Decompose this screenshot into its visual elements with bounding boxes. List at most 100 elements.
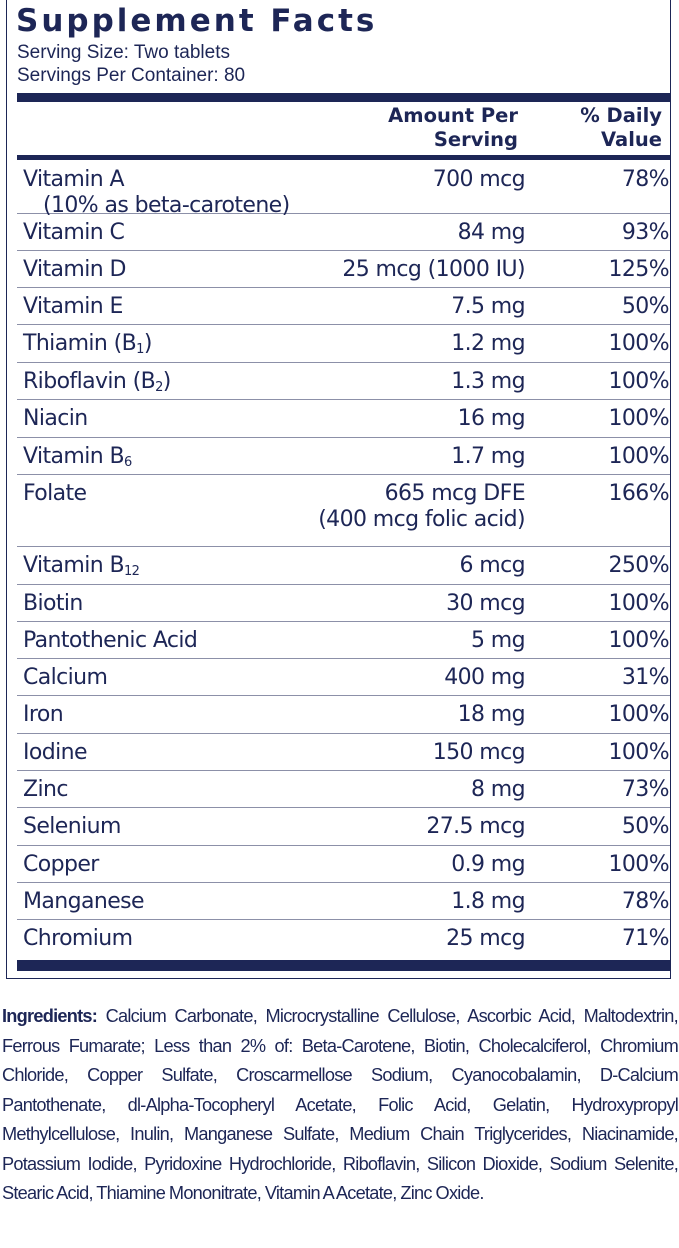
nutrient-daily-value: 31%: [621, 665, 670, 690]
nutrient-row: Iodine 150 mcg 100%: [17, 734, 670, 771]
nutrient-subscript: 1: [136, 342, 144, 357]
serving-size: Serving Size: Two tablets: [17, 42, 230, 63]
nutrient-daily-value: 100%: [608, 628, 670, 653]
nutrient-name: Vitamin D: [23, 257, 126, 282]
nutrient-row: Thiamin (B1) 1.2 mg 100%: [17, 325, 670, 363]
nutrient-row: Biotin 30 mcg 100%: [17, 585, 670, 622]
nutrient-amount: 1.7 mg: [451, 444, 525, 469]
medium-divider: [17, 155, 670, 160]
nutrient-row: Manganese 1.8 mg 78%: [17, 883, 670, 920]
nutrient-amount: 8 mg: [471, 777, 526, 802]
nutrient-amount: 25 mcg: [446, 926, 525, 951]
nutrient-name: Iodine: [23, 740, 88, 765]
nutrient-daily-value: 125%: [608, 257, 670, 282]
thick-divider-top: [17, 93, 670, 102]
nutrient-name: Manganese: [23, 889, 145, 914]
nutrient-row: Vitamin E 7.5 mg 50%: [17, 288, 670, 325]
nutrient-name: Vitamin B12: [23, 553, 140, 579]
supplement-facts-panel: Supplement Facts Serving Size: Two table…: [6, 0, 671, 979]
nutrient-daily-value: 250%: [608, 553, 670, 578]
ingredients-label: Ingredients:: [2, 1006, 98, 1026]
nutrient-table: Vitamin A (10% as beta-carotene) 700 mcg 78…: [17, 161, 670, 957]
nutrient-name: Vitamin E: [23, 294, 123, 319]
nutrient-row: Vitamin D 25 mcg (1000 IU) 125%: [17, 251, 670, 288]
nutrient-amount: 700 mcg: [432, 167, 526, 192]
daily-value-header: % Daily Value: [542, 104, 662, 152]
ingredients-statement: Ingredients: Calcium Carbonate, Microcry…: [2, 1002, 679, 1209]
nutrient-daily-value: 100%: [608, 740, 670, 765]
nutrient-name: Biotin: [23, 591, 83, 616]
nutrient-amount: 6 mcg: [459, 553, 526, 578]
nutrient-name: Thiamin (B1): [23, 331, 152, 357]
nutrient-row: Chromium 25 mcg 71%: [17, 920, 670, 957]
nutrient-name: Folate: [23, 481, 87, 506]
nutrient-row: Pantothenic Acid 5 mg 100%: [17, 622, 670, 659]
nutrient-name: Vitamin B6: [23, 444, 132, 470]
nutrient-subscript: 2: [155, 380, 163, 395]
dv-header-line1: % Daily: [580, 104, 662, 127]
nutrient-amount: 25 mcg (1000 IU): [342, 257, 525, 282]
nutrient-amount: 1.3 mg: [451, 369, 525, 394]
nutrient-row: Iron 18 mg 100%: [17, 696, 670, 734]
nutrient-subscript: 12: [123, 564, 140, 579]
nutrient-daily-value: 100%: [608, 444, 670, 469]
nutrient-amount-note: (400 mcg folic acid): [318, 507, 525, 532]
nutrient-row: Vitamin A (10% as beta-carotene) 700 mcg 78…: [17, 161, 670, 218]
nutrient-daily-value: 71%: [621, 926, 670, 951]
nutrient-name: Iron: [23, 702, 64, 727]
nutrient-name: Zinc: [23, 777, 68, 802]
nutrient-daily-value: 166%: [608, 481, 670, 506]
nutrient-subscript: 6: [123, 455, 132, 470]
nutrient-note: (10% as beta-carotene): [43, 193, 290, 218]
amount-header-line2: Serving: [433, 128, 518, 151]
dv-header-line2: Value: [601, 128, 662, 151]
nutrient-amount: 16 mg: [457, 406, 526, 431]
nutrient-name: Vitamin C: [23, 220, 125, 245]
nutrient-row: Selenium 27.5 mcg 50%: [17, 808, 670, 846]
nutrient-amount: 30 mcg: [446, 591, 525, 616]
nutrient-row: Folate 665 mcg DFE (400 mcg folic acid) 166…: [17, 475, 670, 547]
nutrient-amount: 5 mg: [471, 628, 526, 653]
nutrient-daily-value: 100%: [608, 591, 670, 616]
nutrient-amount: 0.9 mg: [451, 852, 525, 877]
nutrient-daily-value: 78%: [621, 167, 670, 192]
nutrient-daily-value: 100%: [608, 369, 670, 394]
nutrient-row: Copper 0.9 mg 100%: [17, 846, 670, 883]
nutrient-daily-value: 50%: [621, 294, 670, 319]
amount-per-serving-header: Amount Per Serving: [318, 104, 518, 152]
nutrient-row: Vitamin C 84 mg 93%: [17, 214, 670, 251]
panel-title: Supplement Facts: [16, 3, 378, 39]
nutrient-daily-value: 100%: [608, 852, 670, 877]
nutrient-daily-value: 93%: [621, 220, 670, 245]
nutrient-row: Zinc 8 mg 73%: [17, 771, 670, 808]
nutrient-name: Copper: [23, 852, 99, 877]
nutrient-name: Chromium: [23, 926, 133, 951]
nutrient-daily-value: 78%: [621, 889, 670, 914]
nutrient-daily-value: 100%: [608, 702, 670, 727]
servings-per-container: Servings Per Container: 80: [17, 65, 246, 86]
nutrient-row: Calcium 400 mg 31%: [17, 659, 670, 696]
nutrient-amount: 84 mg: [457, 220, 526, 245]
nutrient-daily-value: 73%: [621, 777, 670, 802]
nutrient-daily-value: 100%: [608, 406, 670, 431]
nutrient-name: Niacin: [23, 406, 88, 431]
nutrient-amount: 1.2 mg: [451, 331, 525, 356]
nutrient-daily-value: 100%: [608, 331, 670, 356]
thick-divider-bottom: [17, 960, 670, 971]
nutrient-name: Calcium: [23, 665, 108, 690]
ingredients-text: Calcium Carbonate, Microcrystalline Cell…: [2, 1006, 679, 1203]
amount-header-line1: Amount Per: [388, 104, 518, 127]
nutrient-amount: 150 mcg: [432, 740, 526, 765]
nutrient-daily-value: 50%: [621, 814, 670, 839]
nutrient-name: Vitamin A (10% as beta-carotene): [23, 167, 290, 218]
nutrient-name: Pantothenic Acid: [23, 628, 198, 653]
nutrient-name: Selenium: [23, 814, 121, 839]
nutrient-row: Vitamin B6 1.7 mg 100%: [17, 438, 670, 475]
nutrient-row: Riboflavin (B2) 1.3 mg 100%: [17, 363, 670, 400]
nutrient-name: Riboflavin (B2): [23, 369, 171, 395]
nutrient-amount: 665 mcg DFE (400 mcg folic acid): [318, 481, 525, 532]
nutrient-amount: 7.5 mg: [451, 294, 525, 319]
nutrient-amount: 1.8 mg: [451, 889, 525, 914]
nutrient-row: Niacin 16 mg 100%: [17, 400, 670, 438]
nutrient-amount: 18 mg: [457, 702, 526, 727]
